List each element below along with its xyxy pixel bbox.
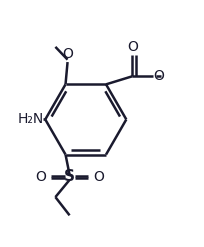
Text: S: S [64,169,75,184]
Text: O: O [35,170,46,184]
Text: O: O [128,40,139,54]
Text: O: O [93,170,104,184]
Text: H₂N: H₂N [18,112,44,126]
Text: O: O [62,47,73,61]
Text: O: O [153,69,164,83]
